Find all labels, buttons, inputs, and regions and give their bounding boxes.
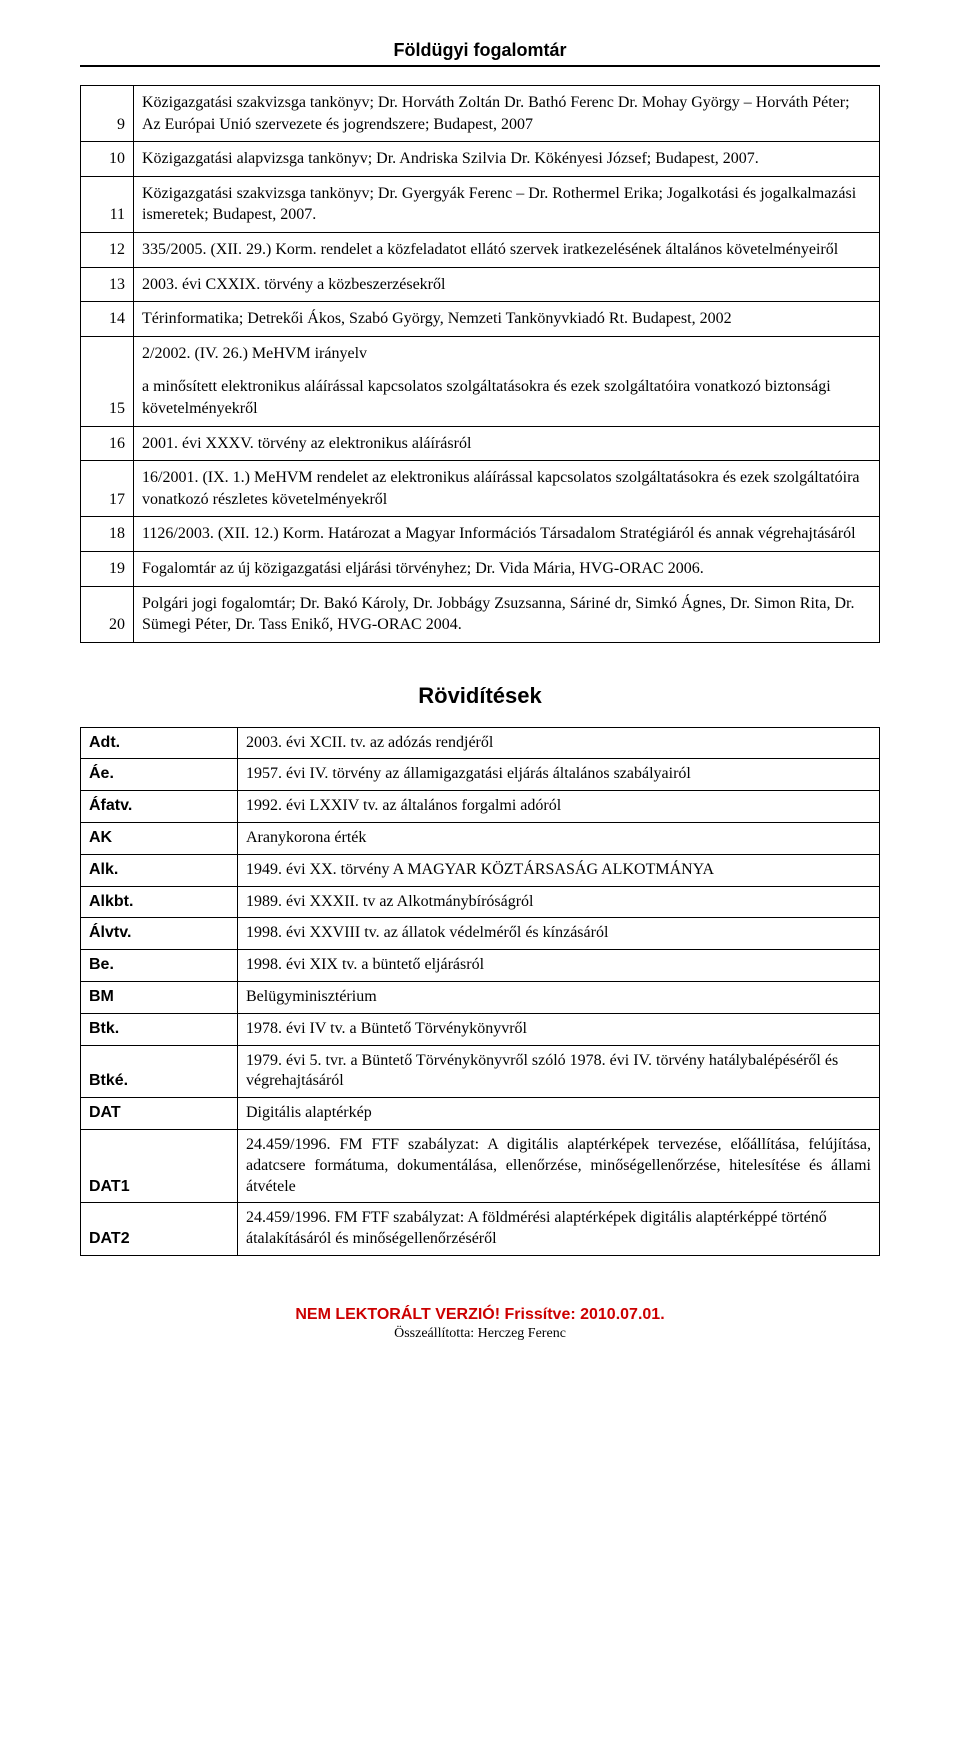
table-row: 10Közigazgatási alapvizsga tankönyv; Dr.…	[81, 142, 880, 177]
table-row: Btké.1979. évi 5. tvr. a Büntető Törvény…	[81, 1045, 880, 1098]
table-row: DAT224.459/1996. FM FTF szabályzat: A fö…	[81, 1203, 880, 1256]
table-row: BMBelügyminisztérium	[81, 982, 880, 1014]
table-row: Alkbt.1989. évi XXXII. tv az Alkotmánybí…	[81, 886, 880, 918]
abbr-key: Be.	[81, 950, 238, 982]
abbr-key: Áfatv.	[81, 791, 238, 823]
header-rule	[80, 65, 880, 67]
table-row: 14Térinformatika; Detrekői Ákos, Szabó G…	[81, 302, 880, 337]
table-row: 15 2/2002. (IV. 26.) MeHVM irányelv a minő…	[81, 336, 880, 426]
abbr-value: 1998. évi XXVIII tv. az állatok védelmér…	[238, 918, 880, 950]
table-row: Alk.1949. évi XX. törvény A MAGYAR KÖZTÁ…	[81, 854, 880, 886]
row-number: 11	[81, 176, 134, 232]
abbr-value: 24.459/1996. FM FTF szabályzat: A digitá…	[238, 1130, 880, 1203]
row-number: 13	[81, 267, 134, 302]
row-text: 1126/2003. (XII. 12.) Korm. Határozat a …	[134, 517, 880, 552]
abbr-key: AK	[81, 823, 238, 855]
abbr-value: 1998. évi XIX tv. a büntető eljárásról	[238, 950, 880, 982]
abbr-value: 1992. évi LXXIV tv. az általános forgalm…	[238, 791, 880, 823]
footer-line-2: Összeállította: Herczeg Ferenc	[80, 1326, 880, 1342]
table-row: Be.1998. évi XIX tv. a büntető eljárásró…	[81, 950, 880, 982]
abbr-section-title: Rövidítések	[80, 683, 880, 709]
page-footer: NEM LEKTORÁLT VERZIÓ! Frissítve: 2010.07…	[80, 1306, 880, 1342]
abbr-value: Belügyminisztérium	[238, 982, 880, 1014]
row-text: 2003. évi CXXIX. törvény a közbeszerzése…	[134, 267, 880, 302]
abbr-key: Adt.	[81, 727, 238, 759]
abbr-value: 1957. évi IV. törvény az államigazgatási…	[238, 759, 880, 791]
row-number: 17	[81, 461, 134, 517]
row-text: 16/2001. (IX. 1.) MeHVM rendelet az elek…	[134, 461, 880, 517]
table-row: 1716/2001. (IX. 1.) MeHVM rendelet az el…	[81, 461, 880, 517]
row-number: 12	[81, 232, 134, 267]
abbr-key: DAT2	[81, 1203, 238, 1256]
row-number: 20	[81, 586, 134, 642]
row-text: Fogalomtár az új közigazgatási eljárási …	[134, 551, 880, 586]
abbr-key: Álvtv.	[81, 918, 238, 950]
abbr-value: 1979. évi 5. tvr. a Büntető Törvénykönyv…	[238, 1045, 880, 1098]
abbr-key: DAT	[81, 1098, 238, 1130]
abbr-key: DAT1	[81, 1130, 238, 1203]
table-row: 19Fogalomtár az új közigazgatási eljárás…	[81, 551, 880, 586]
row-number: 9	[81, 86, 134, 142]
table-row: 162001. évi XXXV. törvény az elektroniku…	[81, 426, 880, 461]
row-text: Térinformatika; Detrekői Ákos, Szabó Gyö…	[134, 302, 880, 337]
abbr-key: BM	[81, 982, 238, 1014]
abbr-key: Áe.	[81, 759, 238, 791]
footer-line-1: NEM LEKTORÁLT VERZIÓ! Frissítve: 2010.07…	[80, 1306, 880, 1324]
table-row: DAT124.459/1996. FM FTF szabályzat: A di…	[81, 1130, 880, 1203]
abbr-table: Adt.2003. évi XCII. tv. az adózás rendjé…	[80, 727, 880, 1256]
abbr-key: Alkbt.	[81, 886, 238, 918]
row-number: 10	[81, 142, 134, 177]
row-number: 14	[81, 302, 134, 337]
table-row: Adt.2003. évi XCII. tv. az adózás rendjé…	[81, 727, 880, 759]
row-text-para-1: 2/2002. (IV. 26.) MeHVM irányelv	[142, 343, 871, 365]
table-row: 20Polgári jogi fogalomtár; Dr. Bakó Káro…	[81, 586, 880, 642]
table-row: 9Közigazgatási szakvizsga tankönyv; Dr. …	[81, 86, 880, 142]
table-row: 12335/2005. (XII. 29.) Korm. rendelet a …	[81, 232, 880, 267]
row-text: Polgári jogi fogalomtár; Dr. Bakó Károly…	[134, 586, 880, 642]
abbr-key: Alk.	[81, 854, 238, 886]
row-text: 2/2002. (IV. 26.) MeHVM irányelv a minősí…	[134, 336, 880, 426]
abbr-value: 1989. évi XXXII. tv az Alkotmánybíróságr…	[238, 886, 880, 918]
row-text: 335/2005. (XII. 29.) Korm. rendelet a kö…	[134, 232, 880, 267]
table-row: DATDigitális alaptérkép	[81, 1098, 880, 1130]
row-text: Közigazgatási szakvizsga tankönyv; Dr. G…	[134, 176, 880, 232]
row-text-para-2: a minősített elektronikus aláírással kap…	[142, 376, 871, 419]
table-row: 11Közigazgatási szakvizsga tankönyv; Dr.…	[81, 176, 880, 232]
table-row: AKAranykorona érték	[81, 823, 880, 855]
row-number: 16	[81, 426, 134, 461]
abbr-value: 24.459/1996. FM FTF szabályzat: A földmé…	[238, 1203, 880, 1256]
row-number: 15	[81, 336, 134, 426]
abbr-value: 2003. évi XCII. tv. az adózás rendjéről	[238, 727, 880, 759]
page-title: Földügyi fogalomtár	[80, 40, 880, 61]
table-row: Btk.1978. évi IV tv. a Büntető Törvénykö…	[81, 1013, 880, 1045]
table-row: 181126/2003. (XII. 12.) Korm. Határozat …	[81, 517, 880, 552]
table-row: Áfatv.1992. évi LXXIV tv. az általános f…	[81, 791, 880, 823]
table-row: Áe.1957. évi IV. törvény az államigazgat…	[81, 759, 880, 791]
abbr-key: Btké.	[81, 1045, 238, 1098]
abbr-value: Digitális alaptérkép	[238, 1098, 880, 1130]
table-row: 132003. évi CXXIX. törvény a közbeszerzé…	[81, 267, 880, 302]
row-text: Közigazgatási alapvizsga tankönyv; Dr. A…	[134, 142, 880, 177]
row-text: 2001. évi XXXV. törvény az elektronikus …	[134, 426, 880, 461]
row-number: 19	[81, 551, 134, 586]
page-container: Földügyi fogalomtár 9Közigazgatási szakv…	[0, 0, 960, 1382]
abbr-key: Btk.	[81, 1013, 238, 1045]
sources-table: 9Közigazgatási szakvizsga tankönyv; Dr. …	[80, 85, 880, 643]
abbr-value: Aranykorona érték	[238, 823, 880, 855]
table-row: Álvtv.1998. évi XXVIII tv. az állatok vé…	[81, 918, 880, 950]
row-text: Közigazgatási szakvizsga tankönyv; Dr. H…	[134, 86, 880, 142]
row-number: 18	[81, 517, 134, 552]
abbr-value: 1978. évi IV tv. a Büntető Törvénykönyvr…	[238, 1013, 880, 1045]
abbr-value: 1949. évi XX. törvény A MAGYAR KÖZTÁRSAS…	[238, 854, 880, 886]
